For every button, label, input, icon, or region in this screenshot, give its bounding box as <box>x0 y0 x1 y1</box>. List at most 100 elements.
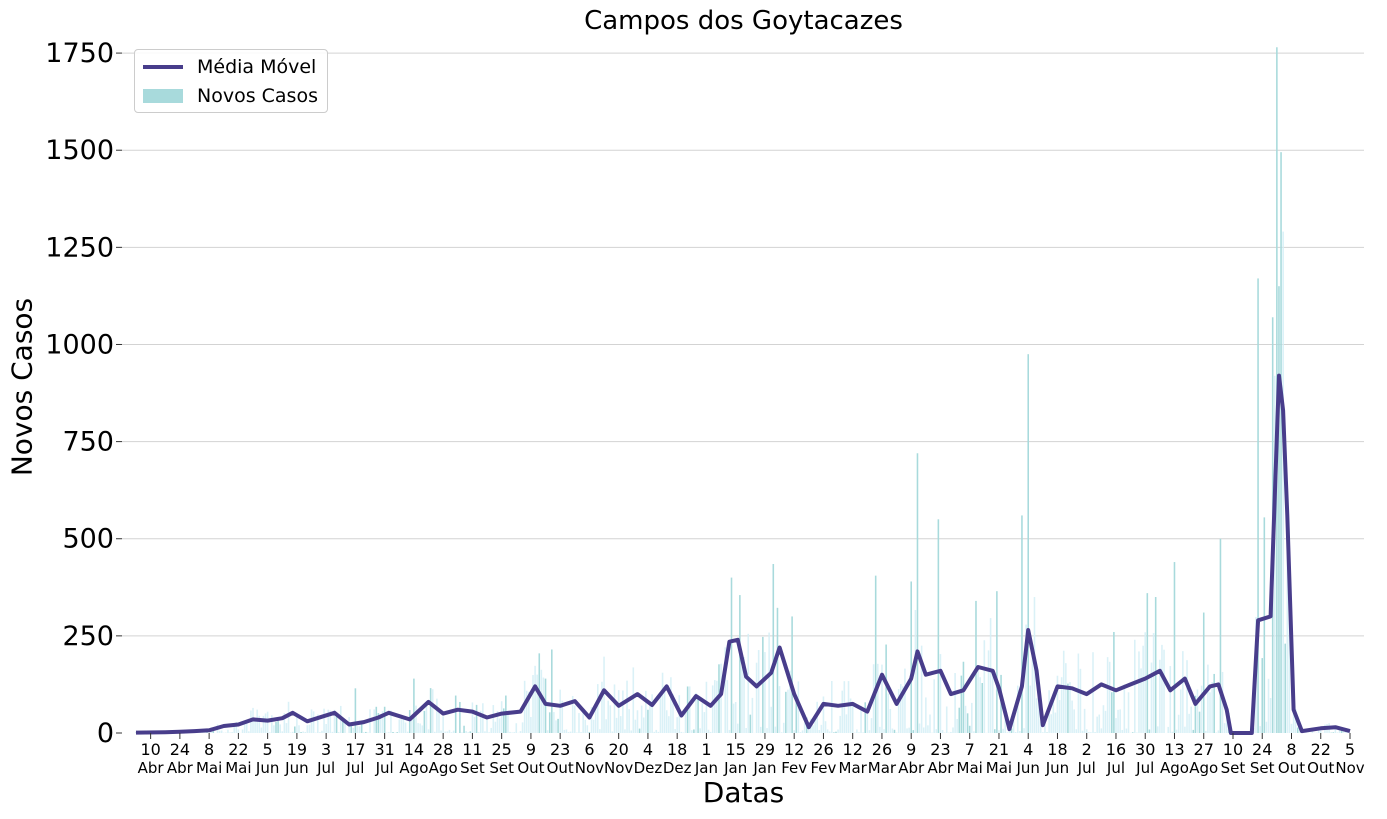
bar <box>778 686 781 733</box>
x-tick-month: Jan <box>752 759 776 777</box>
bar <box>820 724 823 733</box>
bar <box>843 681 846 733</box>
bar <box>720 663 722 733</box>
legend-item-moving-average: Média Móvel <box>143 55 316 79</box>
x-tick-month: Abr <box>898 759 925 777</box>
bar <box>521 722 524 733</box>
bar <box>1111 692 1113 733</box>
x-tick-month: Set <box>489 759 514 777</box>
bar <box>979 677 981 733</box>
legend-item-new-cases: Novos Casos <box>143 84 318 108</box>
x-tick-day: 28 <box>433 740 453 759</box>
bar <box>231 732 233 733</box>
bar <box>1012 712 1015 733</box>
bar <box>1225 717 1228 733</box>
bar <box>1062 650 1065 733</box>
bar <box>536 674 538 733</box>
bar <box>312 711 315 733</box>
bar <box>500 701 503 733</box>
bar <box>344 722 346 733</box>
x-tick-day: 27 <box>1194 740 1214 759</box>
bar <box>281 731 284 733</box>
bar <box>1021 515 1023 733</box>
bar <box>772 563 775 733</box>
bar <box>390 710 392 733</box>
bar <box>653 731 655 733</box>
bar <box>1290 723 1293 733</box>
bar <box>268 732 271 733</box>
bar <box>922 727 925 733</box>
bar <box>1027 354 1030 733</box>
bar <box>477 732 480 733</box>
bar <box>1100 728 1103 733</box>
bar <box>632 667 635 733</box>
bar <box>227 729 229 733</box>
bar <box>747 633 750 733</box>
bar <box>229 732 231 733</box>
x-tick-month: Abr <box>927 759 954 777</box>
bar <box>1192 729 1195 733</box>
bar <box>634 719 637 733</box>
bar <box>866 713 869 733</box>
bar <box>1104 710 1107 733</box>
bar <box>1173 562 1176 733</box>
bar <box>553 712 555 733</box>
x-tick-month: Jul <box>375 759 394 777</box>
bar <box>691 730 693 733</box>
bar <box>1156 726 1159 733</box>
bar <box>971 702 973 733</box>
bar <box>952 727 954 733</box>
bar <box>1115 718 1117 733</box>
bar <box>325 723 327 733</box>
x-tick-month: Jul <box>316 759 335 777</box>
bar <box>1280 152 1282 733</box>
bar <box>578 713 580 733</box>
bar <box>782 722 785 733</box>
x-tick-day: 29 <box>755 740 775 759</box>
bar <box>588 732 591 733</box>
x-tick-month: Mai <box>957 759 983 777</box>
bar <box>624 729 626 733</box>
bar <box>519 731 522 733</box>
bar <box>935 729 938 733</box>
x-tick-day: 13 <box>1164 740 1184 759</box>
y-axis-title: Novos Casos <box>5 297 39 477</box>
x-tick-day: 5 <box>1345 740 1355 759</box>
bar <box>705 681 708 733</box>
bar <box>559 689 561 733</box>
x-tick-month: Nov <box>575 759 604 777</box>
x-tick-day: 5 <box>263 740 273 759</box>
x-tick-month: Set <box>460 759 485 777</box>
bar <box>1161 644 1163 733</box>
bar <box>876 663 879 733</box>
bar <box>1182 651 1184 733</box>
y-tick-label: 1250 <box>45 232 114 263</box>
x-tick-day: 18 <box>1047 740 1067 759</box>
bar <box>1050 714 1052 733</box>
bar <box>279 724 281 733</box>
x-tick-day: 18 <box>667 740 687 759</box>
bar <box>1014 732 1017 733</box>
x-tick-day: 9 <box>526 740 536 759</box>
bar <box>764 652 766 733</box>
bar <box>1288 604 1291 733</box>
bar <box>557 718 559 733</box>
bar <box>1340 730 1343 733</box>
bar <box>377 713 380 733</box>
bar <box>603 656 605 733</box>
bar <box>1056 675 1059 733</box>
bar <box>1025 624 1027 733</box>
bar <box>703 712 706 733</box>
bar <box>408 710 411 733</box>
bar <box>381 711 384 733</box>
x-tick-day: 10 <box>1223 740 1243 759</box>
bar <box>912 730 915 733</box>
bar <box>613 684 616 733</box>
bar <box>1102 705 1105 733</box>
y-tick-label: 750 <box>62 427 114 458</box>
bar <box>400 714 403 733</box>
x-tick-day: 26 <box>872 740 892 759</box>
bar <box>659 694 662 733</box>
bar <box>352 727 355 733</box>
